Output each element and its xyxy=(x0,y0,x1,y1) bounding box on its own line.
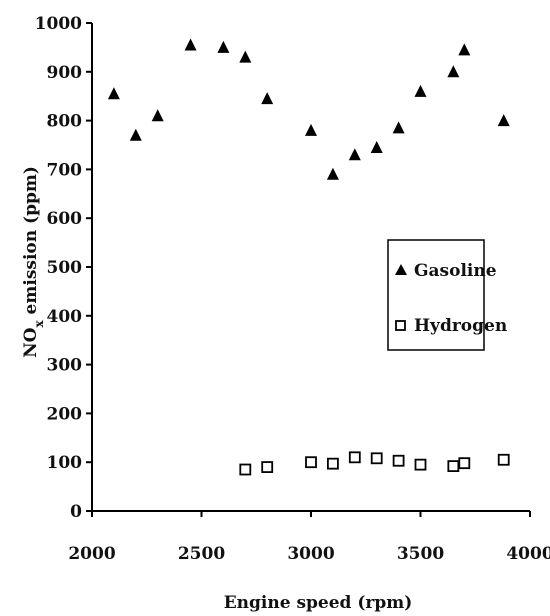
data-point-hydrogen xyxy=(370,452,383,465)
y-ticks: 0 100 200 300 400 500 600 700 800 900 1000 xyxy=(35,14,92,522)
data-point-gasoline xyxy=(414,84,427,97)
legend-marker-hydrogen xyxy=(395,320,406,331)
data-point-hydrogen xyxy=(458,457,471,470)
y-tick-label: 800 xyxy=(47,112,83,132)
x-ticks: 2000 2500 3000 3500 4000 xyxy=(68,511,550,564)
legend-label-hydrogen: Hydrogen xyxy=(414,316,507,336)
data-point-gasoline xyxy=(326,167,339,180)
data-point-gasoline xyxy=(497,114,510,127)
data-point-gasoline xyxy=(239,50,252,63)
x-tick-label: 2500 xyxy=(178,544,225,564)
data-point-gasoline xyxy=(261,92,274,105)
y-tick-label: 1000 xyxy=(35,14,82,34)
x-tick-label: 3500 xyxy=(397,544,444,564)
legend-box xyxy=(387,239,485,351)
y-tick-label: 0 xyxy=(70,502,82,522)
y-axis-title-subscript: x xyxy=(32,320,46,328)
data-point-gasoline xyxy=(184,38,197,51)
data-points xyxy=(107,38,510,476)
data-point-gasoline xyxy=(305,123,317,136)
y-axis-title-main: NO xyxy=(21,327,41,358)
data-point-hydrogen xyxy=(348,451,361,464)
x-tick-label: 4000 xyxy=(506,544,550,564)
data-point-hydrogen xyxy=(326,457,339,470)
y-tick-label: 500 xyxy=(47,258,83,278)
data-point-gasoline xyxy=(458,43,471,56)
legend: Gasoline Hydrogen xyxy=(387,239,507,351)
y-axis-title-suffix: emission (ppm) xyxy=(21,166,41,320)
data-point-gasoline xyxy=(348,148,361,161)
y-tick-label: 400 xyxy=(47,307,83,327)
data-point-hydrogen xyxy=(392,454,405,467)
plot-area: 2000 2500 3000 3500 4000 0 100 200 300 400 500 600… xyxy=(35,14,550,564)
data-point-hydrogen xyxy=(497,453,510,466)
x-tick-label: 3000 xyxy=(287,544,334,564)
data-point-gasoline xyxy=(129,128,142,141)
legend-label-gasoline: Gasoline xyxy=(414,261,497,281)
y-tick-label: 100 xyxy=(47,453,83,473)
y-tick-label: 700 xyxy=(47,160,83,180)
data-point-gasoline xyxy=(107,87,120,100)
data-point-gasoline xyxy=(447,65,460,78)
data-point-hydrogen xyxy=(305,456,317,469)
y-tick-label: 200 xyxy=(47,404,83,424)
x-tick-label: 2000 xyxy=(68,544,115,564)
y-tick-label: 600 xyxy=(47,209,83,229)
y-tick-label: 900 xyxy=(47,63,83,83)
data-point-gasoline xyxy=(217,40,230,53)
y-tick-label: 300 xyxy=(47,356,83,376)
data-point-hydrogen xyxy=(239,463,252,476)
data-point-hydrogen xyxy=(414,458,427,471)
data-point-hydrogen xyxy=(447,460,460,473)
y-axis-title: NOx emission (ppm) xyxy=(21,166,46,358)
data-point-gasoline xyxy=(392,121,405,134)
x-axis-title: Engine speed (rpm) xyxy=(224,593,413,613)
legend-marker-gasoline xyxy=(395,264,407,275)
data-point-gasoline xyxy=(151,109,164,122)
data-point-gasoline xyxy=(370,140,383,153)
data-point-hydrogen xyxy=(261,461,274,473)
